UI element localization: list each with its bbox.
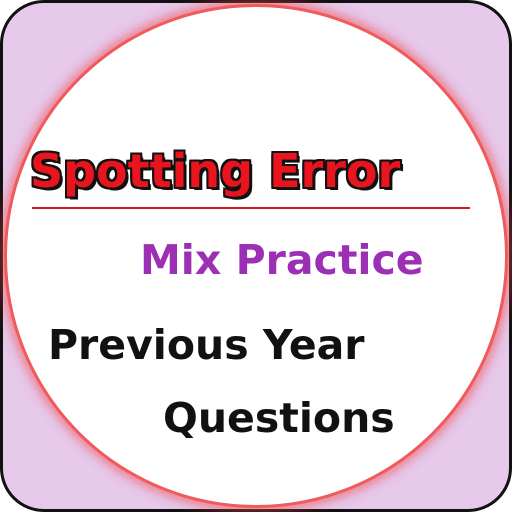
questions-text: Questions [163, 394, 395, 442]
subtitle-text: Mix Practice [140, 236, 424, 284]
title-text: Spotting Error [30, 144, 401, 198]
icon-circle [4, 4, 508, 508]
previous-year-text: Previous Year [48, 321, 365, 369]
title-underline [32, 207, 470, 209]
